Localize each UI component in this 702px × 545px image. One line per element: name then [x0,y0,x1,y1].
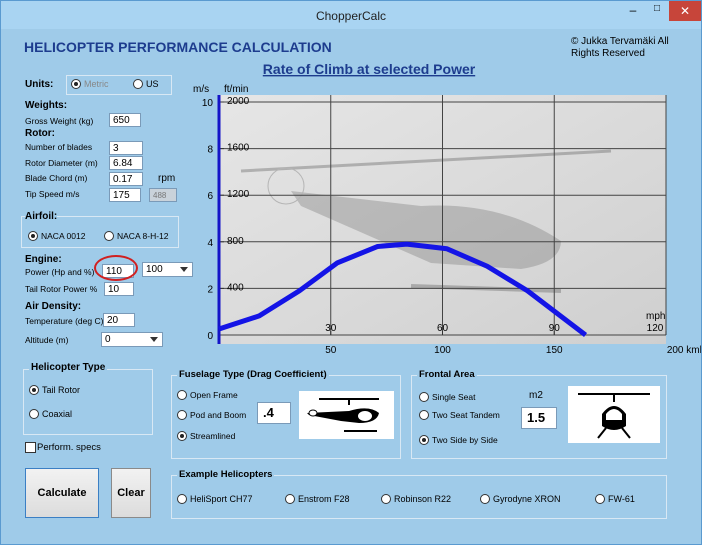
x2-tick-label: 90 [549,323,561,334]
field-label: Gross Weight (kg) [25,116,94,126]
calculate-button[interactable]: Calculate [25,468,99,518]
frontal-area-input[interactable]: 1.5 [521,407,557,429]
radio-us[interactable]: US [133,79,159,89]
y2-tick-label: 1200 [227,189,250,200]
field-label: Blade Chord (m) [25,173,88,183]
field-label: Temperature (deg C) [25,316,104,326]
radio-fuselage[interactable]: Streamlined [177,431,235,441]
units-label: Units: [25,79,54,90]
radio-coaxial[interactable]: Coaxial [29,409,72,419]
y-tick-label: 2 [207,284,213,295]
diameter-input[interactable]: 6.84 [109,156,143,170]
highlight-ellipse [94,255,138,281]
tip-speed-input[interactable]: 175 [109,188,141,202]
radio-example[interactable]: Gyrodyne XRON [480,494,561,504]
y-axis-label: m/s [193,84,209,95]
header-title: HELICOPTER PERFORMANCE CALCULATION [24,39,332,55]
maximize-button[interactable]: □ [653,3,661,14]
x-tick-label: 150 [546,345,563,356]
rpm-output: 488 [149,188,177,202]
radio-metric[interactable]: Metric [71,79,109,89]
y2-tick-label: 1600 [227,143,250,154]
x-tick-label: 50 [325,345,337,356]
x-tick-label: 100 [434,345,451,356]
radio-fuselage[interactable]: Pod and Boom [177,410,246,420]
window-title: ChopperCalc [315,9,387,23]
x2-tick-label: 60 [437,323,449,334]
examples-title: Example Helicopters [177,469,275,480]
x-tick-label: 200 kmh [667,345,701,356]
radio-frontal[interactable]: Two Seat Tandem [419,410,500,420]
temperature-input[interactable]: 20 [103,313,135,327]
radio-frontal[interactable]: Two Side by Side [419,435,498,445]
airfoil-heading: Airfoil: [25,211,58,222]
radio-example[interactable]: FW-61 [595,494,635,504]
altitude-select[interactable]: 0 [101,332,163,347]
chord-input[interactable]: 0.17 [109,172,143,186]
checkbox-label[interactable]: Perform. specs [37,442,101,453]
y-tick-label: 8 [207,145,213,156]
field-label: Tail Rotor Power % [25,284,98,294]
examples-group [171,475,667,519]
power-percent-select[interactable]: 100 [142,262,193,277]
blades-input[interactable]: 3 [109,141,143,155]
clear-button[interactable]: Clear [111,468,151,518]
x2-tick-label: 30 [325,323,337,334]
radio-naca-0012[interactable]: NACA 0012 [28,231,85,241]
field-label: Altitude (m) [25,335,69,345]
weights-heading: Weights: [25,100,68,111]
chart-title: Rate of Climb at selected Power [263,61,476,77]
y2-tick-label: 400 [227,282,244,293]
rotor-heading: Rotor: [25,128,55,139]
field-label: Number of blades [25,142,93,152]
rpm-label: rpm [158,173,176,184]
minimize-button[interactable]: – [629,3,637,17]
title-bar [1,1,701,29]
radio-tail-rotor[interactable]: Tail Rotor [29,385,80,395]
helicopter-type-title: Helicopter Type [29,362,108,373]
checkbox[interactable] [25,442,36,453]
gross-weight-input[interactable]: 650 [109,113,141,127]
field-label: Rotor Diameter (m) [25,158,98,168]
tail-rotor-input[interactable]: 10 [104,282,134,296]
airfoil-group [21,216,179,248]
y-tick-label: 4 [207,238,213,249]
field-label: Tip Speed m/s [25,189,80,199]
climb-curve [218,241,588,337]
fuselage-image [299,391,394,439]
helicopter-type-group [23,369,153,435]
x2-axis-label: mph [646,311,665,322]
frontal-area-title: Frontal Area [417,369,477,380]
radio-naca-8h12[interactable]: NACA 8-H-12 [104,231,169,241]
radio-fuselage[interactable]: Open Frame [177,390,238,400]
y2-tick-label: 2000 [227,96,250,107]
radio-frontal[interactable]: Single Seat [419,392,475,402]
frontal-image [568,386,660,443]
chart: Rate of Climb at selected Power m/s ft/m… [193,61,701,356]
close-button[interactable]: ✕ [669,1,701,21]
engine-heading: Engine: [25,254,62,265]
y-tick-label: 6 [207,191,213,202]
x2-tick-label: 120 [647,323,664,334]
y-tick-label: 0 [207,331,213,342]
drag-input[interactable]: .4 [257,402,291,424]
unit-label: m2 [529,390,543,401]
radio-example[interactable]: Enstrom F28 [285,494,350,504]
y2-axis-label: ft/min [224,84,248,95]
fuselage-title: Fuselage Type (Drag Coefficient) [177,369,329,380]
radio-example[interactable]: Robinson R22 [381,494,451,504]
radio-example[interactable]: HeliSport CH77 [177,494,253,504]
y-tick-label: 10 [202,98,214,109]
y2-tick-label: 800 [227,236,244,247]
field-label: Power (Hp and %) [25,267,95,277]
copyright: © Jukka Tervamäki All Rights Reserved [571,36,669,59]
air-density-heading: Air Density: [25,301,82,312]
frontal-area-group [411,375,667,459]
units-group [66,75,172,95]
